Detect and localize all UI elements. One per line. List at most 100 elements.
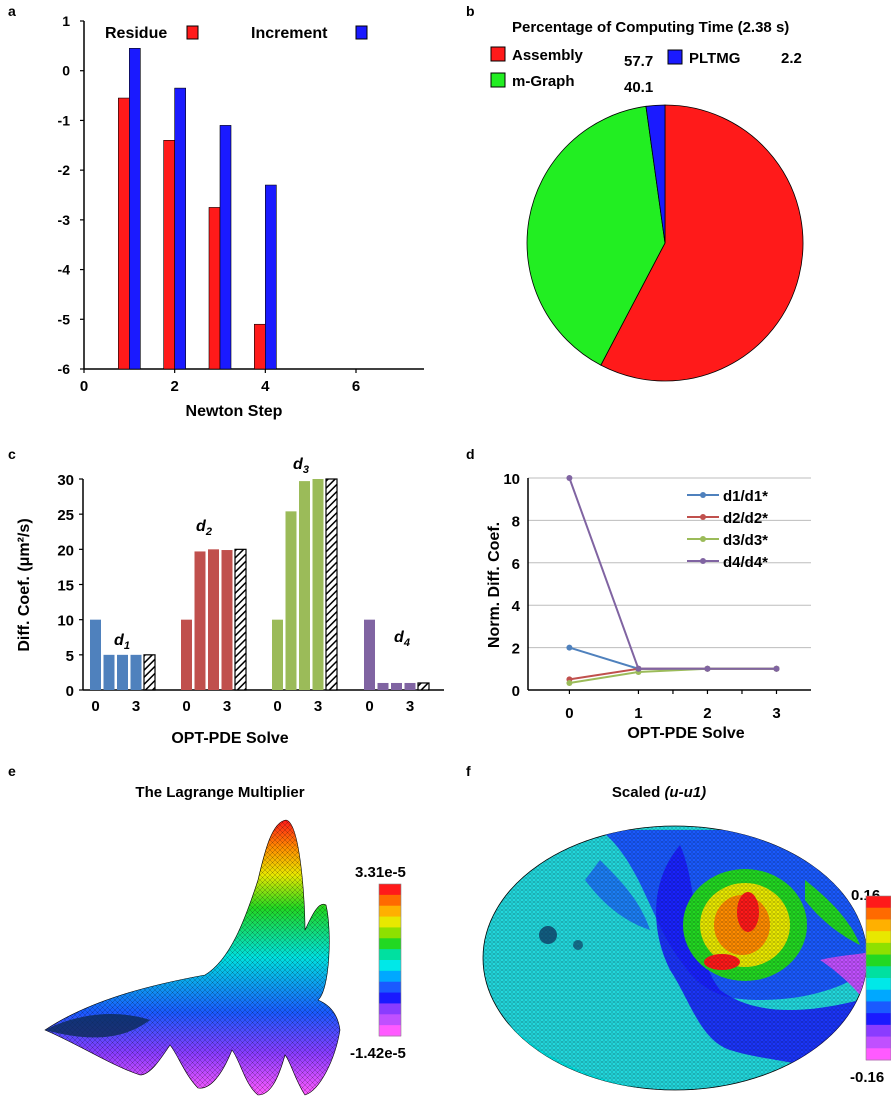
colorbar-band-0: [866, 896, 891, 909]
series-line-1: [569, 646, 777, 670]
bar-d1-solve-2: [117, 654, 128, 690]
y-tick-label-c: 30: [57, 472, 74, 489]
panel-label-b: b: [466, 3, 475, 19]
legend-swatch-m-graph: [490, 72, 506, 88]
legend-value-pltmg: 2.2: [781, 50, 802, 67]
x-tick-label-a: 2: [170, 378, 178, 395]
surface-dark-fold-e: [45, 1014, 150, 1038]
x-tick-label-a: 0: [80, 378, 88, 395]
x-tick-label-a: 6: [352, 378, 360, 395]
x-tick-label-c: 0: [91, 698, 99, 715]
colorbar-frame: [865, 895, 891, 1061]
colorbar-band-5: [866, 954, 891, 967]
legend-label-2: d2/d2*: [723, 510, 768, 527]
panel-f: f Scaled (u-u1): [466, 763, 891, 1091]
legend-marker-1: [700, 492, 706, 498]
x-tick-label-c: 3: [223, 698, 231, 715]
colorbar-band-2: [866, 919, 891, 932]
colorbar-band-7: [866, 978, 891, 991]
series-point-4-0: [566, 475, 573, 481]
pie-legend: Assembly 57.7 PLTMG 2.2 m-Graph 40.1: [490, 46, 802, 96]
series-line-4: [568, 477, 777, 670]
y-tick-label-d: 8: [512, 513, 520, 530]
bar-d2-target: [234, 548, 247, 691]
colorbar-band-13: [379, 1025, 401, 1037]
y-tick-label-d: 4: [512, 598, 521, 615]
y-tick-label-c: 25: [57, 507, 74, 524]
colorbar-band-9: [866, 1001, 891, 1014]
panel-e: e The Lagrange Multiplier: [8, 763, 406, 1096]
colorbar-e: [378, 883, 402, 1037]
y-tick-label-d: 6: [512, 556, 520, 573]
panel-a-plot-area: 1 0 -1 -2 -3 -4 -5 -6 0 2 4 6: [58, 13, 424, 395]
group-label-sub: 3: [303, 464, 309, 476]
legend-swatch-pltmg: [667, 49, 683, 65]
bar-residue-step-1: [118, 97, 130, 370]
legend-label-residue: Residue: [105, 25, 167, 42]
bar-residue-step-3: [208, 207, 221, 370]
colorbar-band-10: [379, 992, 401, 1004]
y-tick-label-a: -6: [58, 361, 71, 377]
group-label-sub: 1: [124, 640, 130, 652]
series-line-3: [569, 667, 777, 684]
colorbar-band-0: [379, 884, 401, 896]
group-label-main: d: [394, 629, 405, 646]
y-tick-label-a: -5: [58, 311, 71, 327]
bar-d2-solve-1: [194, 551, 206, 690]
scaled-difference-surface-plot: [482, 825, 868, 1091]
group-label-main: d: [114, 632, 125, 649]
legend-label-pltmg: PLTMG: [689, 50, 740, 67]
y-axis-title-d: Norm. Diff. Coef.: [486, 522, 503, 648]
panel-d-plot-area: 0 2 4 6 8 10 0 1 2 3: [503, 471, 811, 722]
y-tick-label-a: -3: [58, 212, 71, 228]
colorbar-band-8: [866, 989, 891, 1002]
pie-slice-m-graph: [526, 105, 666, 366]
colorbar-band-4: [379, 927, 401, 939]
colorbar-band-11: [379, 1003, 401, 1015]
y-tick-label-c: 20: [57, 542, 74, 559]
series-point-3-0: [566, 680, 573, 687]
legend-swatch-increment: [355, 25, 368, 40]
group-label-sub: 4: [403, 637, 410, 649]
series-point-4-3: [773, 665, 780, 672]
y-tick-label-c: 0: [66, 683, 74, 700]
panel-a: a 1 0 -1 -2 -3 -4 -5 -6 0 2 4 6 Residue Increment N…: [8, 3, 424, 420]
panel-b: b Percentage of Computing Time (2.38 s) …: [466, 3, 804, 382]
x-tick-label-c: 0: [365, 698, 373, 715]
pie-slice-pltmg: [645, 104, 666, 244]
colorbar-min-e: -1.42e-5: [350, 1045, 406, 1062]
y-tick-label-a: -4: [58, 262, 71, 278]
panel-a-legend: Residue Increment: [105, 25, 368, 42]
bar-increment-step-4: [265, 184, 277, 370]
bar-d3-solve-1: [285, 511, 297, 690]
colorbar-band-8: [379, 970, 401, 983]
legend-label-1: d1/d1*: [723, 488, 768, 505]
surface-title-f-italic: (u-u1): [664, 784, 706, 801]
y-tick-label-a: -1: [58, 112, 71, 128]
bar-increment-step-2: [174, 87, 186, 370]
legend-swatch-residue: [186, 25, 199, 40]
y-tick-label-d: 2: [512, 641, 520, 658]
colorbar-band-3: [379, 916, 401, 928]
legend-label-increment: Increment: [251, 25, 328, 42]
surface-mesh-f: [483, 826, 867, 1090]
colorbar-band-7: [379, 960, 401, 972]
bar-d4-solve-1: [377, 682, 389, 690]
legend-label-4: d4/d4*: [723, 554, 768, 571]
colorbar-band-11: [866, 1024, 891, 1038]
series-point-4-1: [635, 665, 642, 672]
x-tick-label-c: 3: [314, 698, 322, 715]
x-axis-title-a: Newton Step: [186, 403, 283, 420]
y-tick-label-d: 0: [512, 683, 520, 700]
pie-slice-assembly: [600, 104, 804, 382]
bar-residue-step-4: [254, 323, 266, 370]
x-tick-label-c: 0: [273, 698, 281, 715]
x-tick-label-c: 3: [132, 698, 140, 715]
bar-increment-step-3: [219, 125, 232, 370]
y-tick-label-a: -2: [58, 162, 71, 178]
y-tick-label-d: 10: [503, 471, 520, 488]
surface-title-e: The Lagrange Multiplier: [135, 784, 304, 801]
colorbar-band-3: [866, 931, 891, 944]
